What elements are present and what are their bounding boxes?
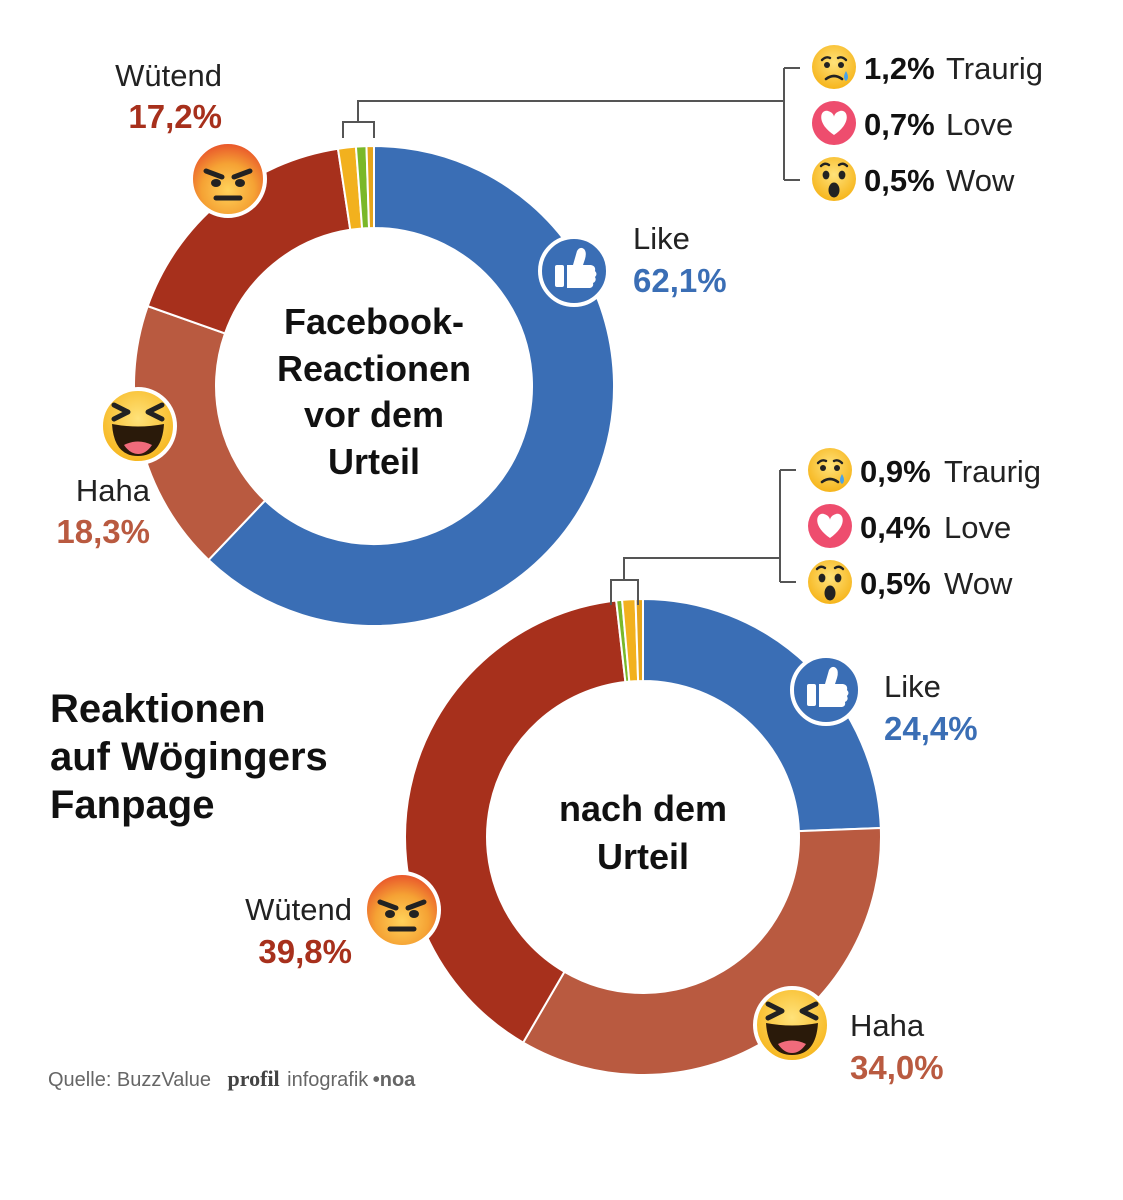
value-wuetend-before: 17,2% [128, 98, 222, 135]
headline-line-2: auf Wögingers [50, 735, 328, 779]
minor-reactions-connector-after [610, 469, 796, 605]
value-wuetend-after: 39,8% [258, 933, 352, 970]
center-title-before-line-4: Urteil [328, 441, 420, 482]
label-haha-before: Haha [76, 473, 151, 508]
center-title-after-line-2: Urteil [597, 836, 689, 877]
label-traurig-before: Traurig [946, 51, 1043, 86]
label-like-before: Like [633, 221, 690, 256]
angry-face-icon [191, 142, 265, 216]
minor-reactions-connector-before [342, 67, 800, 181]
center-title-before-line-1: Facebook- [284, 301, 464, 342]
center-title-before-line-3: vor dem [304, 394, 444, 435]
label-love-before: Love [946, 107, 1013, 142]
crying-face-icon [810, 43, 858, 91]
value-wow-after: 0,5% [860, 566, 931, 601]
label-wow-before: Wow [946, 163, 1015, 198]
surprised-face-icon [810, 155, 858, 203]
laughing-face-icon [755, 988, 829, 1062]
label-wuetend-after: Wütend [245, 892, 352, 927]
label-wow-after: Wow [944, 566, 1013, 601]
heart-icon [812, 101, 856, 145]
like-icon [538, 235, 610, 307]
slice-like [642, 597, 882, 833]
source-credit: Quelle: BuzzValue profil infografik •noa [48, 1066, 416, 1091]
value-love-before: 0,7% [864, 107, 935, 142]
value-love-after: 0,4% [860, 510, 931, 545]
label-love-after: Love [944, 510, 1011, 545]
headline-line-1: Reaktionen [50, 687, 266, 731]
laughing-face-icon [101, 389, 175, 463]
crying-face-icon [806, 446, 854, 494]
value-traurig-before: 1,2% [864, 51, 935, 86]
value-haha-after: 34,0% [850, 1049, 944, 1086]
value-like-after: 24,4% [884, 710, 978, 747]
center-title-before-line-2: Reactionen [277, 348, 471, 389]
label-traurig-after: Traurig [944, 454, 1041, 489]
heart-icon [808, 504, 852, 548]
slice-wow [365, 144, 375, 230]
value-wow-before: 0,5% [864, 163, 935, 198]
brand-suffix: infografik [287, 1069, 369, 1091]
donut-chart-before: Facebook- Reactionen vor dem Urteil Like… [56, 43, 1043, 627]
angry-face-icon [365, 873, 439, 947]
label-haha-after: Haha [850, 1008, 925, 1043]
center-title-after-line-1: nach dem [559, 788, 727, 829]
donut-chart-after: nach dem Urteil Like 24,4% Wütend 39,8% … [245, 446, 1041, 1086]
value-like-before: 62,1% [633, 262, 727, 299]
headline-line-3: Fanpage [50, 783, 214, 827]
value-traurig-after: 0,9% [860, 454, 931, 489]
source-text: Quelle: BuzzValue [48, 1069, 211, 1091]
surprised-face-icon [806, 558, 854, 606]
value-haha-before: 18,3% [56, 513, 150, 550]
label-wuetend-before: Wütend [115, 58, 222, 93]
brand-logo-text: profil [228, 1066, 280, 1091]
like-icon [790, 654, 862, 726]
label-like-after: Like [884, 669, 941, 704]
author-credit: •noa [373, 1069, 416, 1091]
donut-slices-before [133, 144, 615, 627]
